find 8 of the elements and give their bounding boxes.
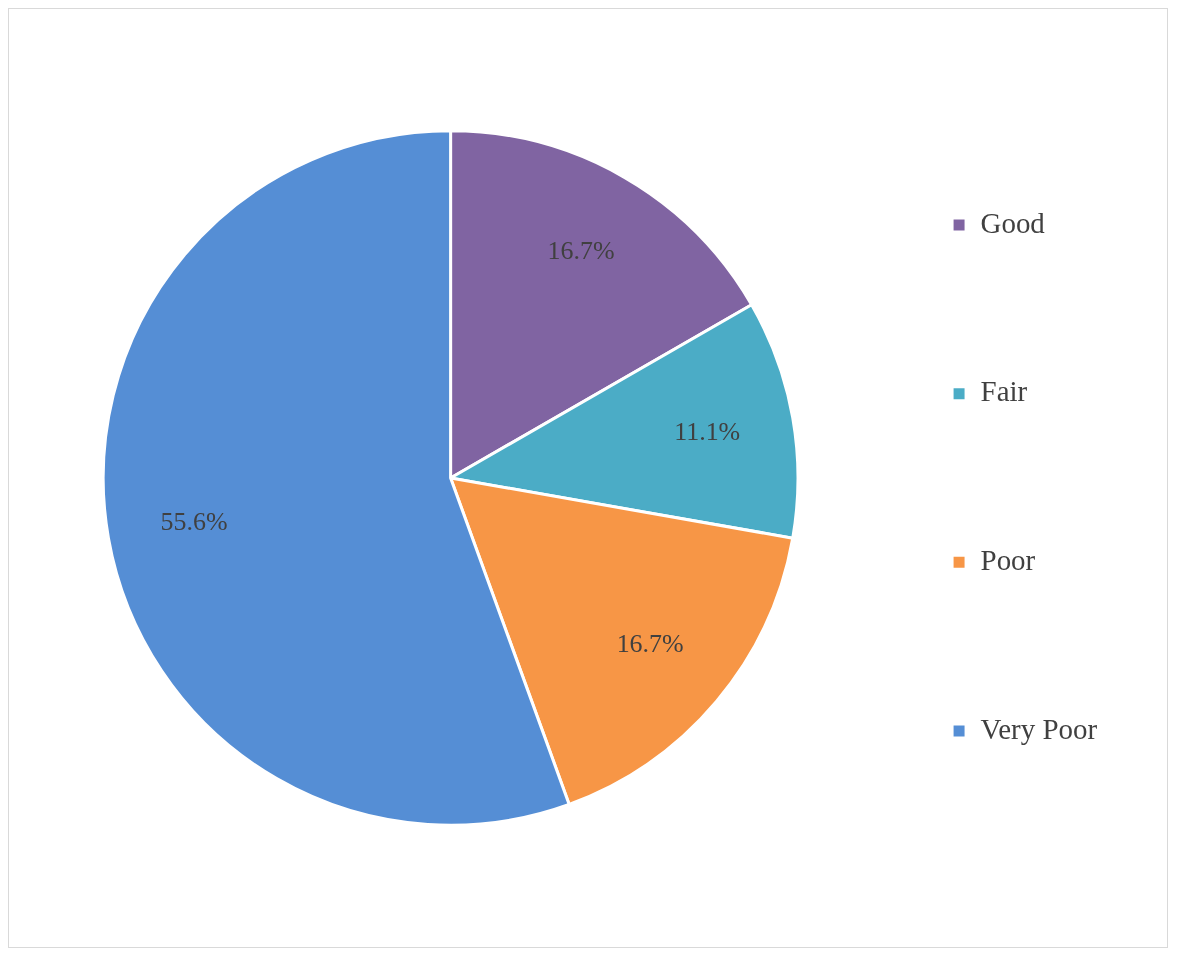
- data-label: 55.6%: [160, 506, 228, 536]
- legend-label: Fair: [980, 375, 1028, 408]
- legend-label: Poor: [980, 543, 1036, 576]
- legend-label: Good: [980, 206, 1046, 239]
- data-label: 11.1%: [674, 416, 741, 446]
- data-label: 16.7%: [547, 236, 615, 266]
- data-label: 16.7%: [616, 629, 684, 659]
- legend-label: Very Poor: [980, 712, 1098, 745]
